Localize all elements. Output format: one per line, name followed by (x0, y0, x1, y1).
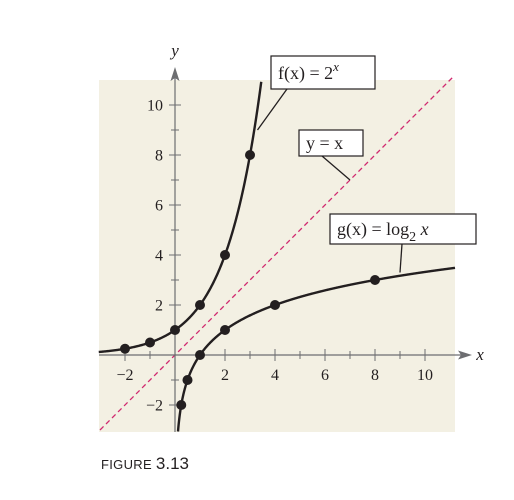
data-point-g (270, 300, 280, 310)
y-tick-label: 4 (155, 248, 163, 265)
data-point-g (220, 325, 230, 335)
y-tick-label: 10 (147, 98, 163, 115)
x-tick-label: 10 (417, 367, 433, 384)
data-point-g (176, 400, 187, 410)
callout-g-suffix: x (416, 219, 429, 239)
data-point-f (120, 343, 130, 354)
data-point-g (195, 350, 205, 360)
callout-f-main: f(x) = 2 (278, 63, 333, 84)
data-point-g (370, 275, 380, 285)
y-tick-label: −2 (146, 398, 163, 415)
callout-g-sub: 2 (409, 230, 416, 245)
data-point-f (245, 150, 255, 160)
callout-identity-box (298, 129, 364, 157)
data-point-f (195, 300, 205, 310)
figure-caption: FIGURE 3.13 (101, 454, 189, 474)
data-point-g (182, 375, 193, 385)
callout-f-sup: x (332, 59, 339, 74)
caption-number: 3.13 (155, 454, 190, 473)
y-tick-label: 8 (155, 148, 163, 165)
callout-f-leader (256, 88, 288, 131)
y-axis-arrow (170, 67, 180, 81)
data-point-f (170, 325, 180, 335)
callouts-layer: f(x) = 2xy = xg(x) = log2 x (256, 55, 477, 273)
x-tick-label: −2 (116, 367, 133, 384)
x-tick-label: 8 (371, 367, 379, 384)
callout-identity-text: y = x (306, 133, 343, 153)
series-line-y-equals-x (99, 77, 453, 431)
callout-g: g(x) = log2 x (329, 213, 477, 273)
callout-g-box (329, 213, 477, 245)
callout-f: f(x) = 2x (256, 55, 376, 131)
plot-background (99, 80, 455, 432)
x-tick-label: 6 (321, 367, 329, 384)
axes-layer: −2 2 4 6 8 10 −2 2 4 6 8 10 x y (99, 41, 484, 432)
callout-g-text: g(x) = log2 x (337, 219, 429, 245)
y-axis-label: y (169, 41, 179, 60)
callout-f-text: f(x) = 2x (278, 59, 339, 84)
y-tick-label: 2 (155, 298, 163, 315)
data-point-f (220, 250, 230, 260)
y-tick-label: 6 (155, 198, 163, 215)
callout-g-leader (399, 243, 403, 273)
x-tick-label: 2 (221, 367, 229, 384)
x-axis-label: x (475, 345, 484, 364)
data-point-f (145, 337, 155, 348)
callout-identity: y = x (298, 129, 364, 181)
caption-word: FIGURE (101, 457, 152, 472)
x-axis-arrow (458, 350, 472, 360)
callout-g-main: g(x) = log (337, 219, 409, 240)
callout-identity-leader (321, 155, 351, 181)
x-tick-label: 4 (271, 367, 279, 384)
callout-identity-main: y = x (306, 133, 343, 153)
points-layer (120, 150, 380, 410)
callout-f-box (270, 55, 376, 90)
